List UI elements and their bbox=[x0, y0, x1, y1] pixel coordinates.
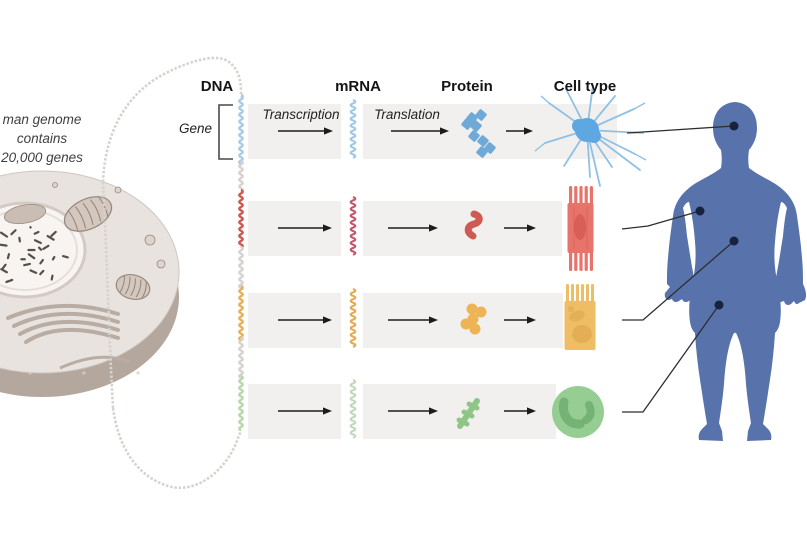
column-header-cell-type: Cell type bbox=[553, 78, 617, 95]
dna-segment bbox=[238, 284, 244, 342]
dna-segment bbox=[238, 335, 244, 379]
to-cell-arrow bbox=[504, 407, 536, 415]
row-intestinal bbox=[248, 284, 596, 350]
dna-strand-loop bbox=[101, 56, 244, 489]
mrna-squiggle bbox=[349, 379, 357, 439]
body-dot bbox=[729, 236, 739, 246]
body-dot bbox=[695, 206, 705, 216]
body-shape bbox=[664, 102, 807, 441]
transcription-arrow bbox=[278, 316, 332, 324]
neuron-icon bbox=[534, 84, 647, 187]
column-header-mrna: mRNA bbox=[335, 78, 381, 95]
cell-illustration bbox=[0, 170, 180, 397]
dna-segment bbox=[238, 374, 244, 432]
to-cell-arrow bbox=[504, 224, 536, 232]
transcription-arrow bbox=[278, 407, 332, 415]
dna-segment bbox=[238, 94, 244, 166]
annotation-line-1: man genome bbox=[2, 112, 82, 127]
mrna-squiggle bbox=[349, 196, 357, 256]
muscle-cell-icon bbox=[567, 186, 594, 271]
translation-arrow bbox=[388, 316, 438, 324]
dna-segment bbox=[238, 159, 244, 193]
protein-icon bbox=[460, 303, 487, 335]
connector-neuron-to-head bbox=[626, 121, 739, 134]
connector-white-blood-cell-to-thigh bbox=[622, 300, 724, 413]
gene-label: Gene bbox=[178, 121, 212, 136]
annotation-line-3: 20,000 genes bbox=[1, 150, 83, 165]
annotation-line-2: contains bbox=[16, 131, 68, 146]
translation-arrow bbox=[388, 407, 438, 415]
mitochondrion-icon bbox=[115, 274, 151, 300]
intestinal-cell-icon bbox=[564, 284, 596, 350]
body-connector-lines bbox=[621, 121, 739, 413]
row-muscle bbox=[248, 186, 594, 271]
dna-segment bbox=[238, 188, 244, 249]
connector-intestinal-to-abdomen bbox=[622, 236, 739, 321]
connector-muscle-to-upper-arm bbox=[621, 206, 705, 230]
transcription-label: Transcription bbox=[262, 107, 340, 122]
to-cell-arrow bbox=[506, 127, 533, 135]
mrna-squiggle bbox=[349, 99, 357, 159]
transcription-arrow bbox=[278, 224, 332, 232]
gene-bracket bbox=[218, 104, 233, 160]
white-blood-cell-icon bbox=[552, 386, 604, 438]
dna-segment bbox=[238, 245, 244, 289]
body-dot bbox=[714, 300, 724, 310]
genome-annotation: man genome contains 20,000 genes bbox=[0, 110, 152, 167]
row-white-blood-cell bbox=[248, 379, 604, 439]
to-cell-arrow bbox=[504, 316, 536, 324]
body-dot bbox=[729, 121, 739, 131]
column-header-dna: DNA bbox=[200, 78, 234, 95]
translation-label: Translation bbox=[374, 107, 440, 122]
mrna-squiggle bbox=[349, 288, 357, 348]
translation-arrow bbox=[391, 127, 449, 135]
human-body-silhouette bbox=[664, 102, 807, 441]
mitochondrion-icon bbox=[63, 195, 113, 233]
expression-rows bbox=[248, 84, 647, 439]
transcription-arrow bbox=[278, 127, 333, 135]
translation-arrow bbox=[388, 224, 438, 232]
column-header-protein: Protein bbox=[441, 78, 493, 95]
protein-icon bbox=[461, 109, 496, 158]
protein-icon bbox=[456, 398, 480, 429]
row-neuron bbox=[248, 84, 647, 187]
protein-icon bbox=[464, 210, 483, 240]
